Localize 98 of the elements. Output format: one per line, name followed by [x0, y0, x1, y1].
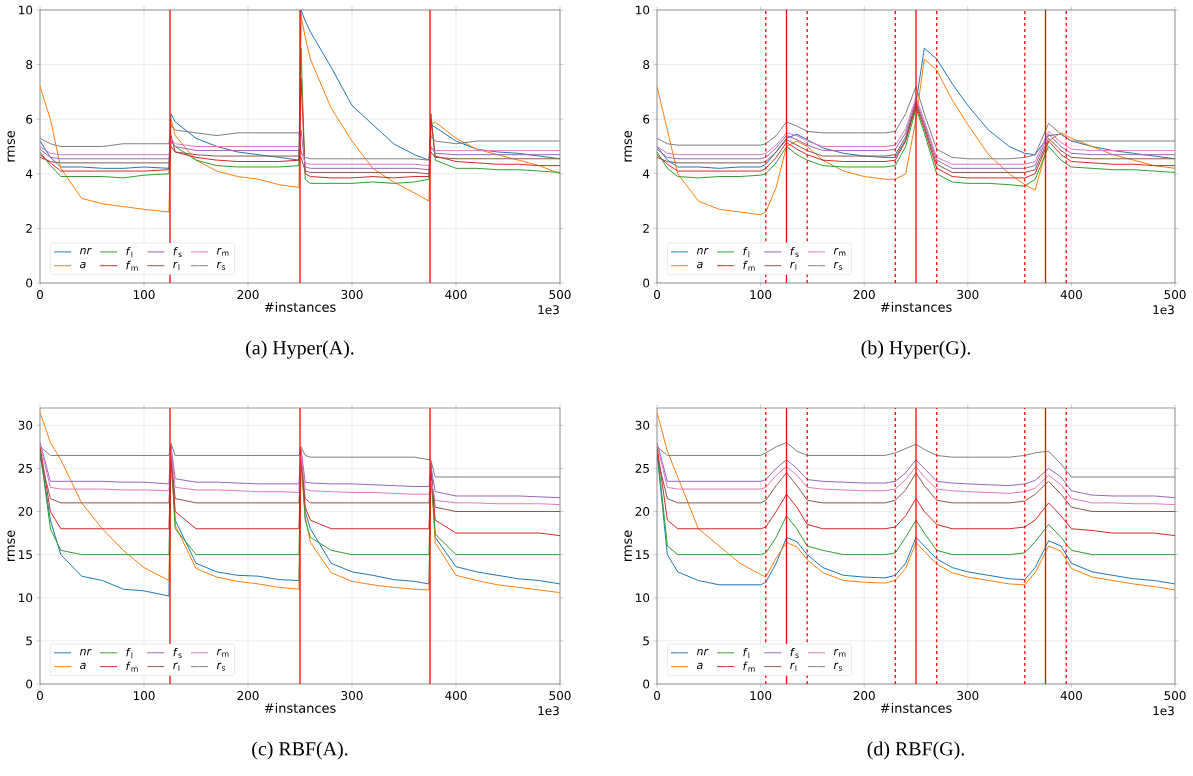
legend-label: r$_{s}$ — [216, 261, 226, 270]
y-tick-label: 0 — [26, 679, 33, 689]
y-tick-label: 8 — [643, 60, 650, 70]
y-tick-label: 30 — [18, 420, 33, 430]
y-tick-label: 30 — [635, 420, 650, 430]
x-axis-title: #instances — [880, 301, 952, 312]
text: 1e3 — [1153, 706, 1174, 716]
legend-label: r$_{l}$ — [173, 662, 180, 672]
x-tick-label: 400 — [445, 290, 467, 300]
legend-label: f$_{l}$ — [126, 246, 133, 258]
legend-label: a — [697, 261, 703, 269]
text: 1e3 — [538, 706, 559, 716]
x-axis-title: #instances — [264, 702, 336, 713]
x-tick-label: 200 — [853, 290, 875, 300]
y-tick-label: 8 — [26, 60, 33, 70]
y-tick-label: 2 — [643, 223, 649, 233]
x-tick-label: 400 — [1060, 290, 1083, 300]
y-tick-label: 4 — [25, 169, 33, 179]
legend-label: nr — [696, 248, 709, 255]
y-axis-title: rmse — [624, 530, 632, 562]
legend-label: f$_{s}$ — [173, 246, 182, 258]
text: 1e3 — [1153, 305, 1174, 315]
x-tick-label: 500 — [549, 691, 571, 701]
y-tick-label: 0 — [643, 679, 650, 689]
y-tick-label: 6 — [26, 114, 33, 124]
y-axis-title: rmse — [7, 130, 15, 162]
legend-label: f$_{s}$ — [790, 246, 799, 258]
legend-label: r$_{m}$ — [833, 248, 846, 256]
y-axis-title: rmse — [624, 130, 632, 162]
text: 1e3 — [538, 305, 559, 315]
x-tick-label: 200 — [237, 691, 259, 701]
legend-label: r$_{l}$ — [790, 261, 797, 271]
legend-label: r$_{m}$ — [216, 649, 229, 657]
y-tick-label: 10 — [19, 593, 33, 603]
y-axis-title: rmse — [7, 530, 15, 562]
legend-label: r$_{m}$ — [216, 248, 229, 256]
legend-label: f$_{m}$ — [126, 661, 138, 672]
legend-label: f$_{m}$ — [743, 661, 755, 672]
x-tick-label: 500 — [549, 290, 571, 300]
y-tick-label: 0 — [26, 278, 33, 288]
y-tick-label: 10 — [636, 593, 650, 603]
y-tick-label: 25 — [635, 463, 649, 473]
legend-label: a — [80, 662, 86, 670]
x-tick-label: 0 — [36, 290, 44, 300]
x-tick-label: 100 — [133, 691, 155, 701]
y-tick-label: 20 — [18, 506, 33, 517]
legend-label: f$_{s}$ — [790, 647, 799, 658]
x-axis-title: #instances — [880, 702, 952, 713]
y-tick-label: 15 — [19, 550, 32, 560]
x-tick-label: 400 — [1060, 691, 1083, 701]
legend-label: a — [697, 662, 703, 670]
legend-label: r$_{s}$ — [833, 662, 843, 671]
x-tick-label: 300 — [957, 691, 979, 701]
x-axis-title: #instances — [264, 301, 336, 312]
legend-label: r$_{m}$ — [833, 649, 846, 657]
legend-label: nr — [79, 649, 92, 656]
legend-label: a — [80, 261, 86, 269]
legend-label: nr — [696, 649, 709, 656]
y-tick-label: 25 — [18, 463, 32, 473]
y-tick-label: 2 — [26, 223, 32, 233]
y-tick-label: 6 — [643, 114, 650, 124]
x-tick-label: 0 — [653, 691, 661, 701]
y-tick-label: 5 — [643, 636, 649, 646]
x-tick-label: 0 — [36, 691, 44, 701]
y-tick-label: 0 — [643, 278, 650, 288]
x-tick-label: 100 — [133, 290, 155, 300]
y-tick-label: 10 — [636, 5, 650, 15]
y-tick-label: 5 — [26, 636, 32, 646]
y-tick-label: 15 — [636, 550, 649, 560]
x-tick-label: 400 — [445, 691, 467, 701]
x-tick-label: 100 — [750, 290, 772, 300]
x-tick-label: 200 — [853, 691, 875, 701]
x-tick-label: 300 — [341, 290, 363, 300]
y-tick-label: 20 — [635, 506, 650, 517]
text: (a) Hyper(A). — [246, 340, 354, 359]
legend-label: f$_{l}$ — [126, 647, 133, 659]
legend-label: f$_{m}$ — [126, 260, 138, 271]
legend-label: f$_{l}$ — [743, 246, 750, 258]
legend-label: nr — [79, 248, 92, 255]
text: (d) RBF(G). — [867, 741, 964, 760]
x-tick-label: 200 — [237, 290, 259, 300]
text: (b) Hyper(G). — [861, 340, 971, 359]
legend-label: r$_{l}$ — [790, 662, 797, 672]
x-tick-label: 300 — [957, 290, 979, 300]
legend-label: r$_{l}$ — [173, 261, 180, 271]
x-tick-label: 100 — [750, 691, 772, 701]
legend-label: f$_{m}$ — [743, 260, 755, 271]
legend-label: r$_{s}$ — [216, 662, 226, 671]
legend-label: r$_{s}$ — [833, 261, 843, 270]
x-tick-label: 500 — [1164, 290, 1186, 300]
x-tick-label: 300 — [341, 691, 363, 701]
legend-label: f$_{s}$ — [173, 647, 182, 658]
x-tick-label: 0 — [653, 290, 661, 300]
y-tick-label: 10 — [19, 5, 33, 15]
x-tick-label: 500 — [1164, 691, 1186, 701]
legend-label: f$_{l}$ — [743, 647, 750, 659]
y-tick-label: 4 — [642, 169, 650, 179]
text: (c) RBF(A). — [252, 741, 348, 760]
